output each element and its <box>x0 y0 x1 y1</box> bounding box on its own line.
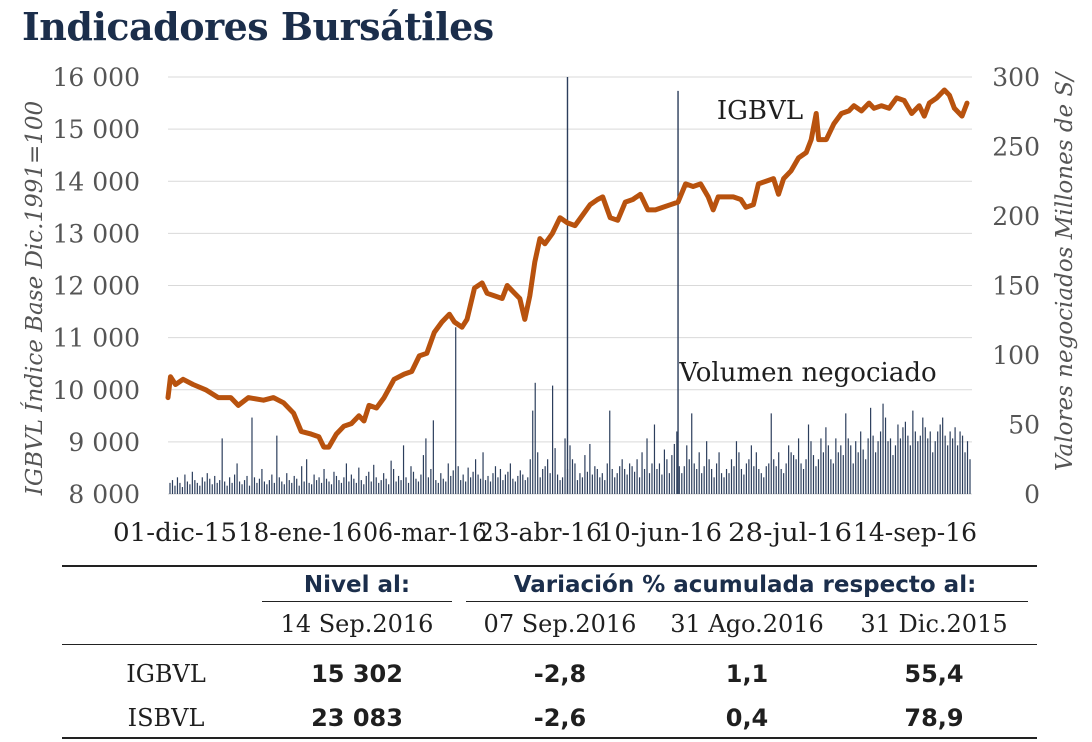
row-igbvl-v1: -2,8 <box>533 660 587 688</box>
header-bottom-rule <box>62 644 1037 645</box>
y-tick-left: 12 000 <box>53 272 140 301</box>
igbvl-chart: 8 000 9 000 10 000 11 000 12 000 13 000 14 000… <box>21 63 1078 547</box>
date-3: 31 Dic.2015 <box>860 610 1008 638</box>
date-1: 07 Sep.2016 <box>483 610 637 638</box>
y-tick-left: 13 000 <box>53 219 140 248</box>
y-tick-left: 16 000 <box>53 63 140 92</box>
row-isbvl-label: ISBVL <box>127 704 205 732</box>
igbvl-line-series <box>165 87 970 450</box>
y-tick-right: 250 <box>992 133 1040 162</box>
y-tick-right: 100 <box>992 341 1040 370</box>
y-tick-right: 200 <box>992 202 1040 231</box>
x-tick: 01-dic-15 <box>113 518 237 547</box>
volume-bars <box>169 77 971 494</box>
volume-series-label: Volumen negociado <box>678 358 936 388</box>
y-tick-right: 150 <box>992 272 1040 301</box>
igbvl-series-label: IGBVL <box>717 96 803 126</box>
date-level: 14 Sep.2016 <box>280 610 434 638</box>
y-tick-left: 11 000 <box>53 324 140 353</box>
table-bottom-rule <box>62 737 1037 739</box>
row-isbvl-v3: 78,9 <box>904 704 964 732</box>
y-axis-label-right: Valores negociados Millones de S/ <box>1052 71 1078 471</box>
y-tick-left: 9 000 <box>68 428 140 457</box>
page-title: Indicadores Bursátiles <box>22 4 494 49</box>
y-tick-left: 10 000 <box>53 376 140 405</box>
x-tick: 14-sep-16 <box>853 518 977 547</box>
date-2: 31 Ago.2016 <box>670 610 824 638</box>
row-isbvl-level: 23 083 <box>311 704 403 732</box>
header-variation: Variación % acumulada respecto al: <box>513 572 977 598</box>
header-level-underline <box>262 601 452 602</box>
row-igbvl-level: 15 302 <box>311 660 403 688</box>
row-isbvl-v2: 0,4 <box>725 704 769 732</box>
x-tick: 06-mar-16 <box>363 518 487 547</box>
x-tick: 18-ene-16 <box>238 518 362 547</box>
igbvl-line <box>165 87 970 450</box>
y-tick-right: 50 <box>1008 411 1040 440</box>
x-tick: 28-jul-16 <box>728 518 852 547</box>
x-tick: 23-abr-16 <box>478 518 602 547</box>
y-tick-right: 0 <box>1024 480 1040 509</box>
row-isbvl-v1: -2,6 <box>533 704 587 732</box>
chart-axes: 8 000 9 000 10 000 11 000 12 000 13 000 14 000… <box>21 63 1078 547</box>
table-top-rule <box>62 565 1037 567</box>
y-tick-right: 300 <box>992 63 1040 92</box>
y-tick-left: 14 000 <box>53 167 140 196</box>
row-igbvl-v2: 1,1 <box>725 660 769 688</box>
y-tick-left: 8 000 <box>68 480 140 509</box>
row-igbvl-label: IGBVL <box>126 660 206 688</box>
header-level: Nivel al: <box>303 572 411 598</box>
x-tick: 10-jun-16 <box>598 518 722 547</box>
chart-gridlines <box>168 76 972 495</box>
y-tick-left: 15 000 <box>53 115 140 144</box>
row-igbvl-v3: 55,4 <box>904 660 964 688</box>
header-variation-underline <box>466 601 1028 602</box>
y-axis-label-left: IGBVL Índice Base Dic.1991=100 <box>21 101 48 496</box>
